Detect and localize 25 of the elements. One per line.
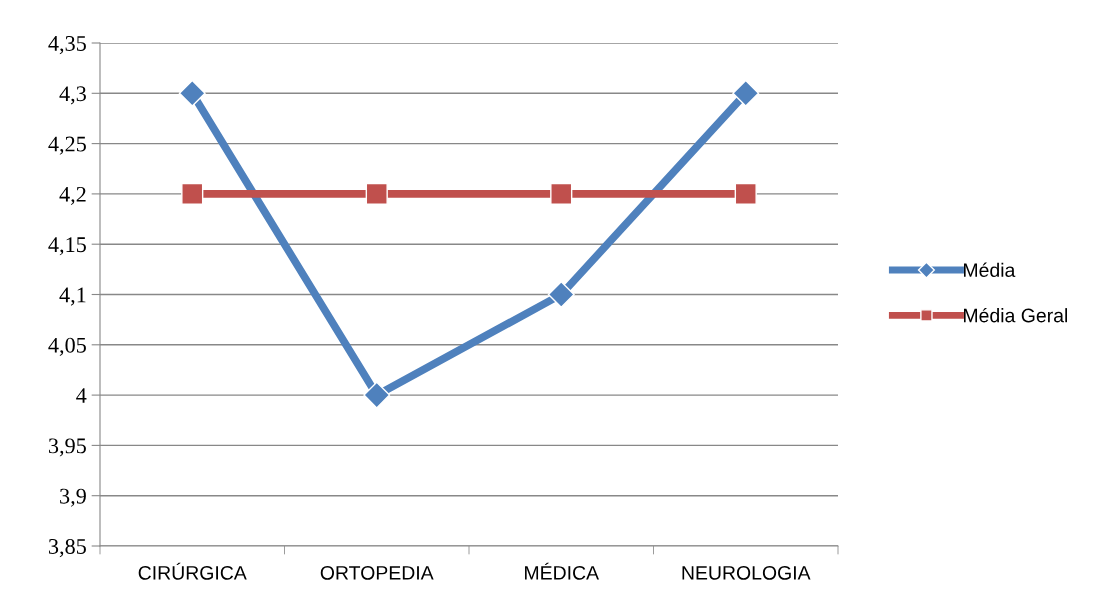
x-tick-label: MÉDICA xyxy=(525,562,600,580)
point xyxy=(550,182,573,206)
y-tick-label: 4,35 xyxy=(48,35,86,55)
point xyxy=(178,79,206,107)
point xyxy=(547,281,575,308)
x-tick-label: NEUROLOGIA xyxy=(682,565,811,580)
y-tick-label: 3,95 xyxy=(48,438,86,457)
x-tick-label: CIRÚRGICA xyxy=(138,562,247,580)
y-tick-label: 3,9 xyxy=(60,488,86,507)
point xyxy=(732,79,760,107)
y-tick-label: 4,05 xyxy=(48,337,86,356)
legend-label: Média Geral xyxy=(963,307,1068,323)
y-tick-label: 4 xyxy=(76,388,87,403)
point xyxy=(365,182,388,206)
legend-label: Média xyxy=(963,262,1016,278)
y-tick-label: 4,15 xyxy=(48,237,86,256)
point xyxy=(363,381,391,409)
y-tick-label: 4,3 xyxy=(59,86,86,105)
y-tick-label: 3,85 xyxy=(48,538,86,558)
y-tick-label: 4,2 xyxy=(59,186,86,206)
y-tick-label: 4,25 xyxy=(48,136,86,155)
point xyxy=(734,182,757,206)
y-tick-label: 4,1 xyxy=(59,287,86,306)
point xyxy=(181,182,204,206)
x-tick-label: ORTOPEDIA xyxy=(320,565,434,580)
